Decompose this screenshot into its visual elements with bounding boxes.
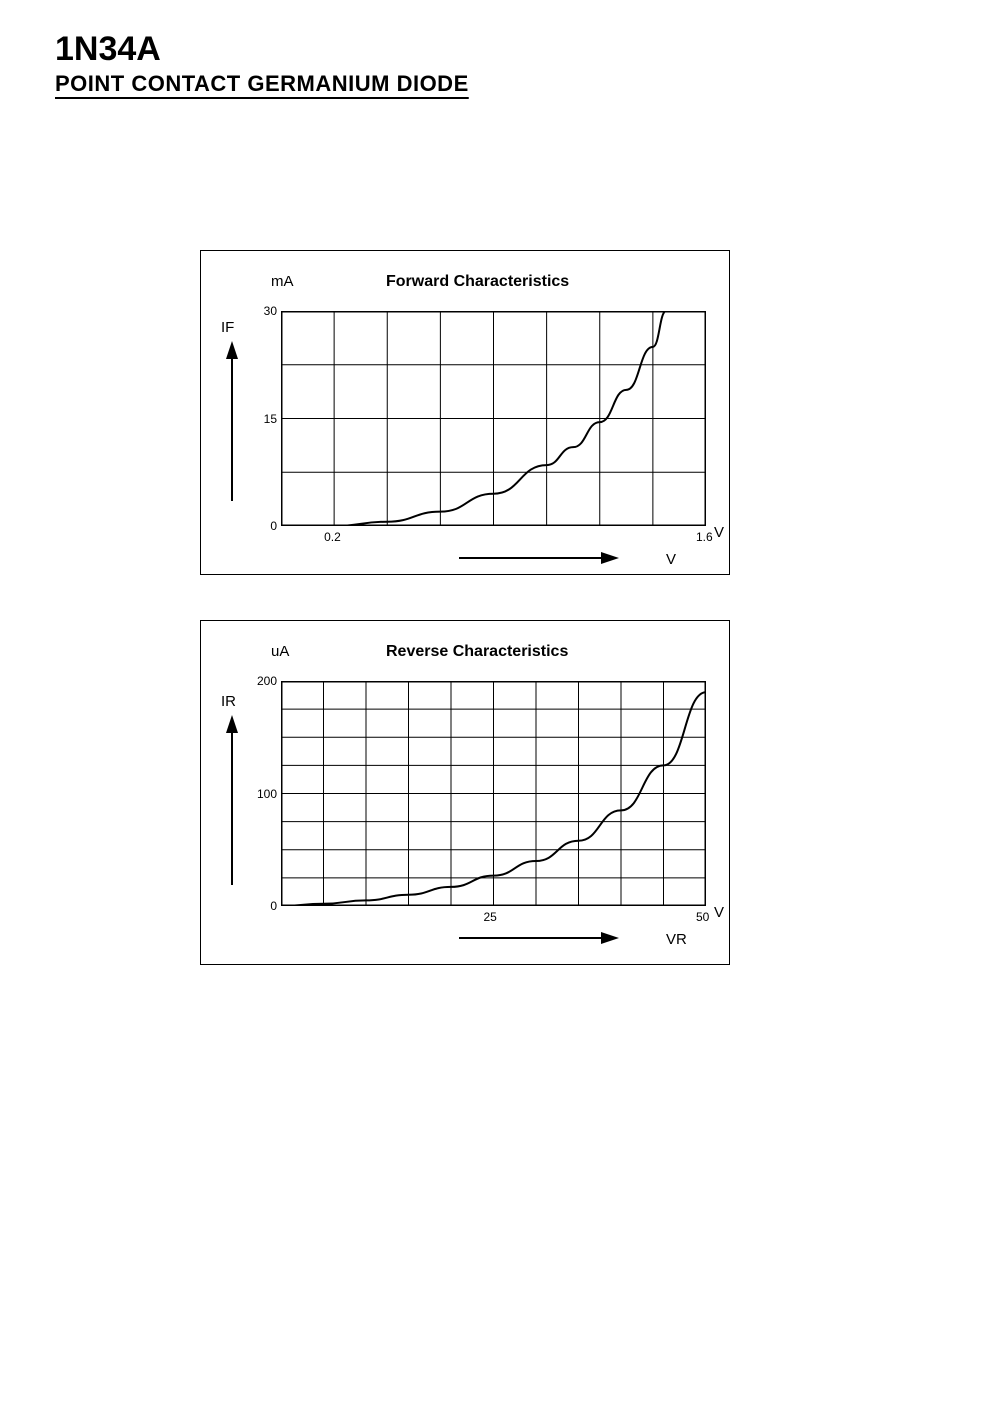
chart1-x-axis-name: V <box>666 551 676 568</box>
chart1-plot <box>281 311 706 526</box>
chart1-xtick-1: 1.6 <box>696 530 713 544</box>
chart1-title: Forward Characteristics <box>386 273 569 291</box>
chart2-xtick-1: 50 <box>696 910 709 924</box>
chart1-xtick-0: 0.2 <box>324 530 341 544</box>
part-number: 1N34A <box>55 30 950 69</box>
chart1-ytick-2: 0 <box>253 519 277 533</box>
chart2-ytick-1: 100 <box>253 787 277 801</box>
chart2-x-unit: V <box>714 904 724 921</box>
chart2-y-unit: uA <box>271 643 289 660</box>
chart1-ytick-0: 30 <box>253 304 277 318</box>
chart2-plot <box>281 681 706 906</box>
reverse-characteristics-panel: uA Reverse Characteristics IR 200 100 0 … <box>200 620 730 965</box>
chart2-x-arrow-icon <box>454 928 624 948</box>
datasheet-page: 1N34A POINT CONTACT GERMANIUM DIODE mA F… <box>0 0 1000 1428</box>
chart2-x-axis-name: VR <box>666 931 687 948</box>
chart2-title: Reverse Characteristics <box>386 643 568 661</box>
chart1-x-arrow-icon <box>454 548 624 568</box>
forward-characteristics-panel: mA Forward Characteristics IF 30 15 0 0.… <box>200 250 730 575</box>
chart2-xtick-0: 25 <box>484 910 497 924</box>
chart2-ytick-2: 0 <box>253 899 277 913</box>
chart2-y-axis-name: IR <box>221 693 236 710</box>
chart1-y-axis-name: IF <box>221 319 234 336</box>
chart2-ytick-0: 200 <box>253 674 277 688</box>
chart1-ytick-1: 15 <box>253 412 277 426</box>
chart1-y-unit: mA <box>271 273 294 290</box>
chart1-x-unit: V <box>714 524 724 541</box>
page-subtitle: POINT CONTACT GERMANIUM DIODE <box>55 71 950 97</box>
chart2-y-arrow-icon <box>217 715 257 895</box>
chart1-y-arrow-icon <box>217 341 257 511</box>
